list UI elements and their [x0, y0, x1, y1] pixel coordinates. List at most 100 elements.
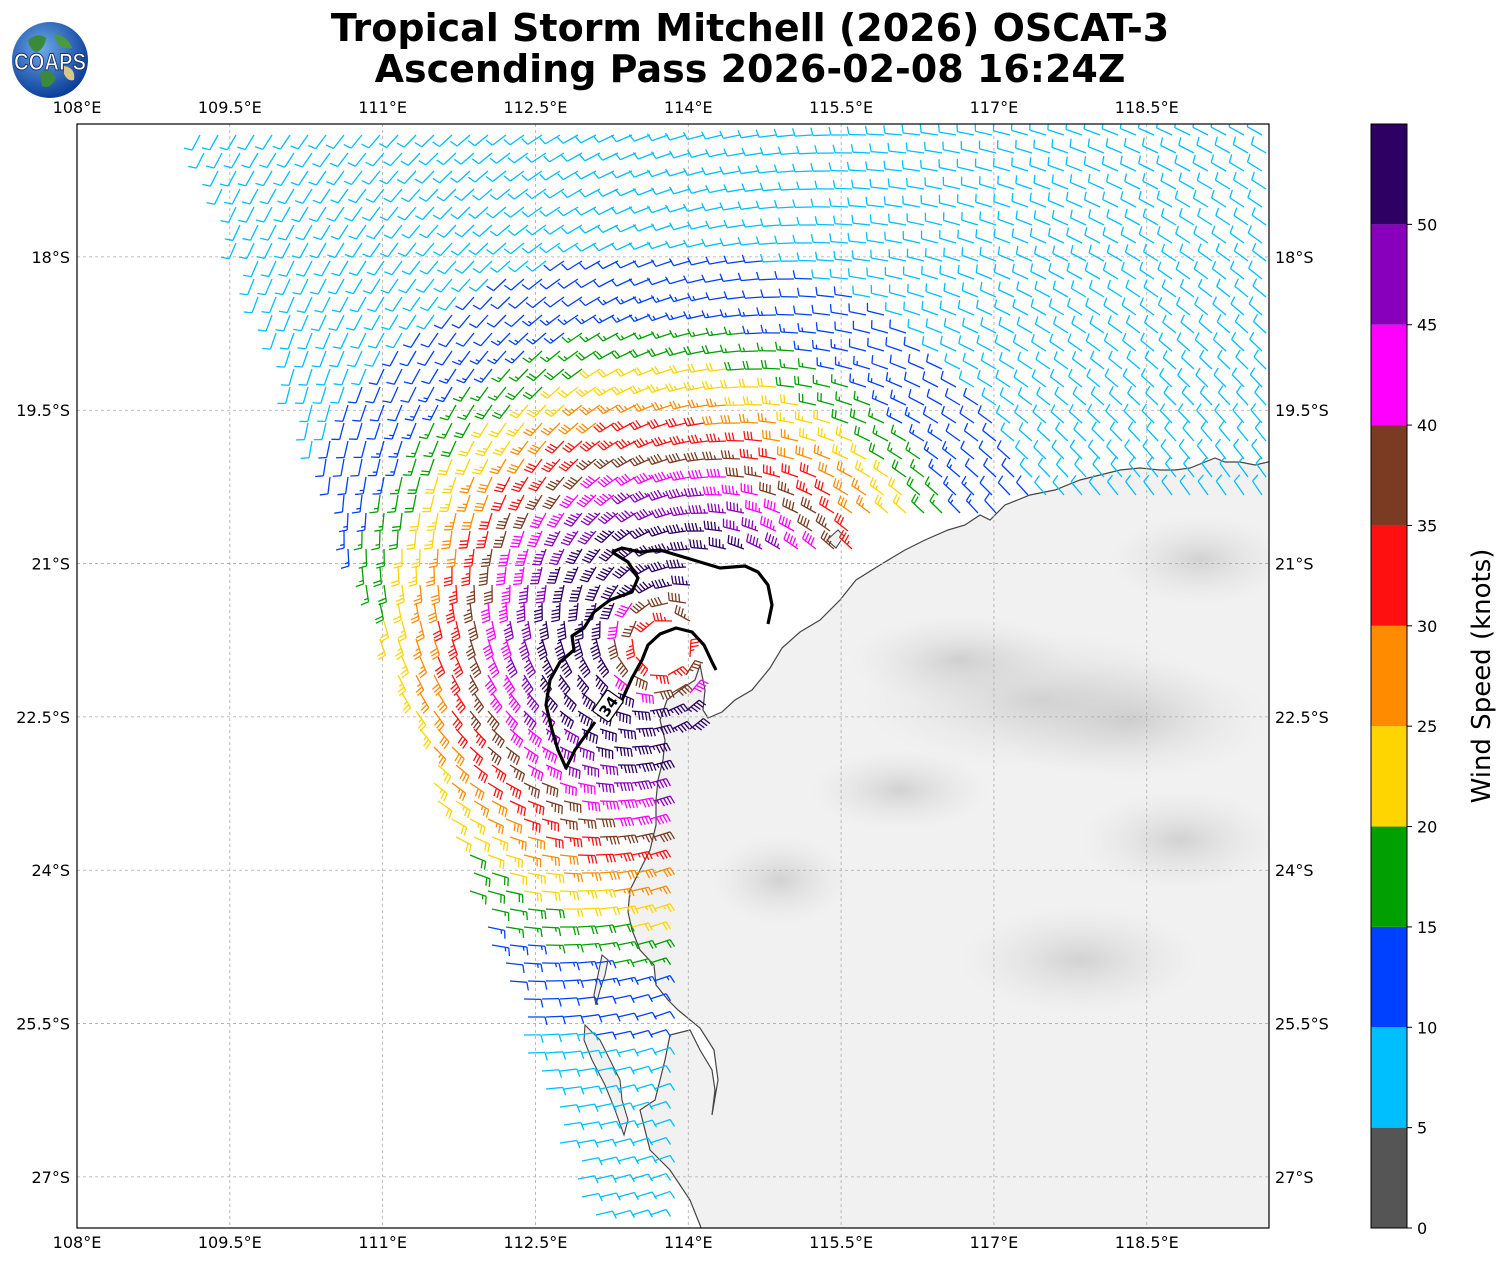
wind-barb: [539, 278, 561, 290]
wind-barb: [1217, 349, 1231, 370]
wind-barb: [504, 314, 525, 328]
wind-barb: [526, 368, 547, 382]
wind-barb: [1143, 314, 1159, 334]
wind-barb: [545, 944, 566, 954]
wind-barb: [741, 219, 763, 228]
wind-barb: [886, 407, 903, 424]
wind-barb: [855, 494, 871, 514]
wind-barb: [558, 422, 579, 435]
wind-barb: [256, 242, 273, 259]
wind-barb: [810, 234, 831, 244]
wind-barb: [327, 278, 345, 295]
wind-barb: [406, 530, 417, 550]
wind-barb: [237, 170, 255, 187]
wind-barb: [1014, 404, 1029, 424]
wind-barb: [633, 620, 655, 633]
wind-barb: [1051, 209, 1069, 226]
wind-barb: [866, 302, 885, 316]
wind-barb: [635, 797, 657, 808]
wind-barb: [901, 124, 921, 136]
wind-barb: [1125, 314, 1141, 334]
wind-barb: [613, 710, 631, 725]
wind-barb: [1015, 475, 1029, 496]
wind-barb: [944, 388, 961, 406]
wind-barb: [851, 477, 867, 496]
wind-barb: [328, 314, 345, 331]
wind-barb: [1052, 474, 1065, 496]
wind-barb: [473, 494, 489, 512]
wind-barb: [834, 321, 853, 334]
wind-barb: [1123, 137, 1141, 154]
wind-barb: [1104, 368, 1119, 388]
wind-barb: [927, 423, 943, 442]
wind-barb: [533, 602, 543, 623]
wind-barb: [759, 515, 777, 532]
wind-barb: [888, 284, 907, 298]
wind-barb: [811, 339, 831, 352]
wind-barb: [421, 368, 439, 385]
wind-barb: [471, 188, 493, 201]
wind-barb: [653, 1010, 676, 1019]
wind-barb: [610, 386, 633, 396]
wind-barb: [889, 389, 907, 406]
wind-barb: [577, 782, 596, 795]
wind-barb: [1164, 456, 1177, 478]
wind-barb: [1127, 385, 1141, 406]
wind-barb: [349, 296, 367, 313]
wind-barb: [653, 974, 676, 983]
wind-barb: [1105, 173, 1123, 190]
wind-barb: [1228, 154, 1245, 172]
wind-barb: [1015, 210, 1033, 226]
wind-barb: [1088, 474, 1101, 496]
wind-barb: [1069, 138, 1087, 154]
wind-barb: [646, 277, 669, 286]
wind-barb: [487, 386, 507, 401]
x-tick-label: 117°E: [970, 98, 1019, 117]
wind-barb: [599, 906, 621, 916]
wind-barb: [635, 727, 656, 737]
wind-barb: [687, 257, 709, 266]
wind-barb: [1181, 385, 1195, 406]
wind-barb: [242, 224, 259, 241]
wind-barb: [1011, 228, 1029, 244]
wind-barb: [921, 300, 939, 316]
wind-barb: [563, 872, 584, 883]
wind-barb: [1228, 124, 1245, 136]
wind-barb: [925, 353, 943, 370]
wind-barb: [563, 728, 580, 746]
wind-barb: [1012, 298, 1029, 316]
wind-barb: [1069, 439, 1083, 460]
wind-barb: [539, 314, 561, 326]
wind-barb: [1030, 298, 1047, 316]
wind-barb: [668, 186, 691, 195]
wind-barb: [599, 835, 620, 845]
wind-barb: [576, 674, 590, 696]
wind-barb: [563, 692, 577, 713]
wind-barb: [1120, 191, 1137, 208]
wind-barb: [830, 339, 849, 352]
wind-barb: [942, 475, 957, 496]
wind-barb: [907, 283, 925, 298]
wind-barb: [419, 728, 432, 750]
wind-barb: [819, 495, 835, 514]
wind-barb: [1196, 172, 1213, 190]
wind-barb: [612, 566, 633, 579]
wind-barb: [433, 782, 448, 802]
wind-barb: [649, 885, 672, 895]
wind-barb: [510, 440, 529, 456]
wind-barb: [665, 452, 687, 464]
wind-barb: [543, 368, 565, 381]
wind-barb: [527, 1051, 548, 1061]
wind-barb: [610, 278, 633, 287]
wind-barb: [280, 368, 295, 386]
wind-barb: [1138, 190, 1155, 208]
wind-barb: [455, 692, 466, 714]
wind-barb: [865, 196, 885, 208]
wind-barb: [527, 764, 544, 782]
wind-barb: [939, 265, 957, 280]
wind-barb: [889, 319, 907, 334]
wind-barb: [848, 338, 867, 352]
wind-barb: [1234, 314, 1249, 334]
wind-barb: [799, 427, 817, 442]
wind-barb: [628, 206, 651, 214]
